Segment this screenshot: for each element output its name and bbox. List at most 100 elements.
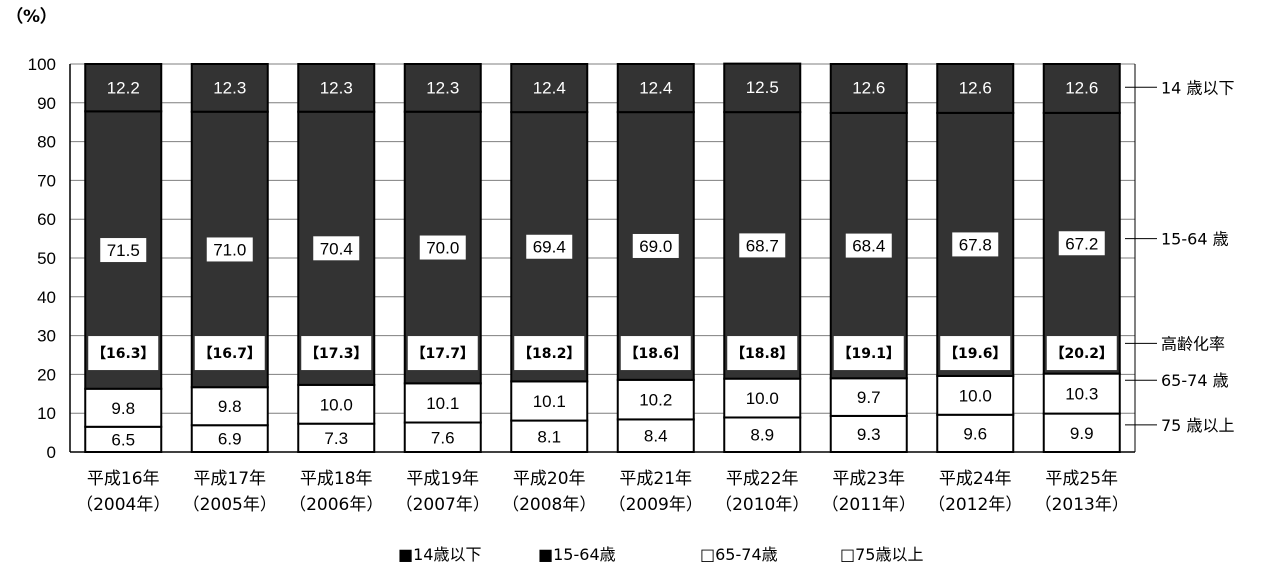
- value-label: 10.0: [320, 395, 353, 414]
- y-tick-label: 80: [37, 133, 56, 152]
- value-label: 12.6: [852, 78, 885, 97]
- bar-segment: [1042, 63, 1121, 114]
- value-label-box: [739, 233, 786, 258]
- x-category-year: （2010年）: [715, 495, 809, 515]
- bar-segment: [829, 377, 908, 417]
- value-label: 9.6: [963, 424, 987, 443]
- y-tick-label: 20: [37, 365, 56, 384]
- value-label: 12.6: [1065, 78, 1098, 97]
- value-label: 69.4: [533, 238, 566, 257]
- value-label: 12.3: [320, 78, 353, 97]
- value-label: 9.8: [218, 397, 242, 416]
- value-label: 10.1: [426, 394, 459, 413]
- value-label: 69.0: [639, 237, 672, 256]
- aging-rate-box: [407, 336, 478, 371]
- value-label: 12.6: [959, 78, 992, 97]
- bar-segment: [190, 63, 269, 113]
- aging-rate-box: [88, 336, 159, 371]
- x-category-year: （2005年）: [183, 495, 277, 515]
- value-label: 70.0: [426, 239, 459, 258]
- bar-segment: [510, 419, 589, 453]
- value-label: 12.4: [639, 78, 672, 97]
- x-category-year: （2008年）: [502, 495, 596, 515]
- value-label: 70.4: [320, 239, 353, 258]
- x-category-label: 平成23年: [832, 469, 905, 489]
- legend-item: ■15-64歳: [538, 545, 616, 564]
- value-label: 7.6: [431, 428, 455, 447]
- aging-rate-label: 【20.2】: [1050, 346, 1113, 362]
- value-label: 6.9: [218, 430, 242, 449]
- value-label-box: [526, 234, 573, 259]
- legend: ■14歳以下 ■15-64歳 □65-74歳 □75歳以上: [398, 545, 924, 564]
- bar-segment: [936, 374, 1015, 416]
- axes: [69, 64, 1136, 453]
- value-label: 8.1: [537, 427, 561, 446]
- value-label: 71.5: [107, 241, 140, 260]
- aging-rate-label: 【19.6】: [944, 346, 1007, 362]
- x-category-label: 平成24年: [939, 469, 1012, 489]
- legend-swatch: ■: [538, 545, 553, 564]
- bar-segment: [403, 382, 482, 424]
- x-category-year: （2006年）: [289, 495, 383, 515]
- bar-segment: [84, 63, 163, 113]
- y-tick-label: 70: [37, 171, 56, 190]
- value-label-box: [313, 236, 360, 261]
- x-category-label: 平成18年: [300, 469, 373, 489]
- x-category-label: 平成25年: [1045, 469, 1118, 489]
- legend-label: 65-74歳: [715, 545, 778, 564]
- right-series-label: 14 歳以下: [1161, 78, 1234, 97]
- value-label: 10.3: [1065, 385, 1098, 404]
- value-label: 9.3: [857, 425, 881, 444]
- right-series-label: 65-74 歳: [1161, 371, 1229, 390]
- value-label-box: [206, 237, 253, 262]
- bar-segment: [936, 63, 1015, 114]
- aging-rate-box: [833, 336, 904, 371]
- bar-segment: [1042, 372, 1121, 415]
- y-tick-label: 100: [28, 55, 56, 74]
- y-tick-label: 10: [37, 404, 56, 423]
- right-series-label: 15-64 歳: [1161, 230, 1229, 249]
- right-series-label: 75 歳以上: [1161, 416, 1234, 435]
- bar-segment: [616, 418, 695, 453]
- value-label: 12.2: [107, 78, 140, 97]
- x-category-year: （2009年）: [609, 495, 703, 515]
- value-label: 10.1: [533, 392, 566, 411]
- y-tick-label: 90: [37, 94, 56, 113]
- aging-rate-label: 【16.3】: [92, 346, 155, 362]
- category-labels: 平成16年 （2004年） 平成17年 （2005年） 平成18年 （2006年） 平成19…: [76, 469, 1129, 515]
- aging-rate-box: [301, 336, 372, 371]
- x-category-year: （2004年）: [76, 495, 170, 515]
- aging-rate-label: 【19.1】: [837, 346, 900, 362]
- legend-swatch: □: [840, 545, 855, 564]
- bar-segment: [297, 63, 376, 113]
- value-label-box: [1058, 231, 1105, 256]
- value-label: 12.4: [533, 78, 566, 97]
- x-category-year: （2013年）: [1035, 495, 1129, 515]
- x-category-year: （2007年）: [396, 495, 490, 515]
- value-label: 8.9: [750, 426, 774, 445]
- legend-item: □65-74歳: [700, 545, 778, 564]
- aging-rate-box: [514, 336, 585, 371]
- value-label-box: [419, 235, 466, 260]
- bar-segment: [616, 378, 695, 421]
- value-label-box: [845, 233, 892, 258]
- aging-rate-box: [1046, 336, 1117, 371]
- value-label: 7.3: [324, 429, 348, 448]
- value-label: 9.8: [111, 399, 135, 418]
- x-category-label: 平成20年: [513, 469, 586, 489]
- bar-segment: [297, 383, 376, 425]
- bars: 6.5 9.8 71.5 12.2 【16.3】 6.9 9.8 71.0 12.3 【16.7】…: [84, 62, 1121, 454]
- y-unit-label: （%）: [6, 6, 57, 27]
- x-category-label: 平成19年: [406, 469, 479, 489]
- x-category-label: 平成17年: [193, 469, 266, 489]
- y-tick-label: 40: [37, 288, 56, 307]
- value-label: 67.2: [1065, 234, 1098, 253]
- value-label: 8.4: [644, 427, 668, 446]
- aging-rate-label: 【18.8】: [731, 346, 794, 362]
- aging-rate-label: 【16.7】: [198, 346, 261, 362]
- y-tick-labels: 0 10 20 30 40 50 60 70 80 90 100: [28, 55, 56, 462]
- value-label: 67.8: [959, 235, 992, 254]
- aging-rate-box: [194, 336, 265, 371]
